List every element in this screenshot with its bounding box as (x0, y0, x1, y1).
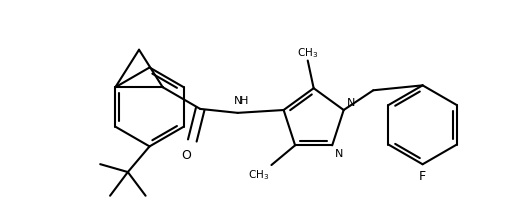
Text: N: N (335, 149, 343, 158)
Text: N: N (346, 98, 355, 108)
Text: F: F (419, 169, 426, 182)
Text: H: H (240, 96, 248, 105)
Text: O: O (182, 149, 191, 162)
Text: CH$_3$: CH$_3$ (297, 46, 318, 59)
Text: CH$_3$: CH$_3$ (248, 167, 269, 181)
Text: N: N (234, 96, 242, 105)
